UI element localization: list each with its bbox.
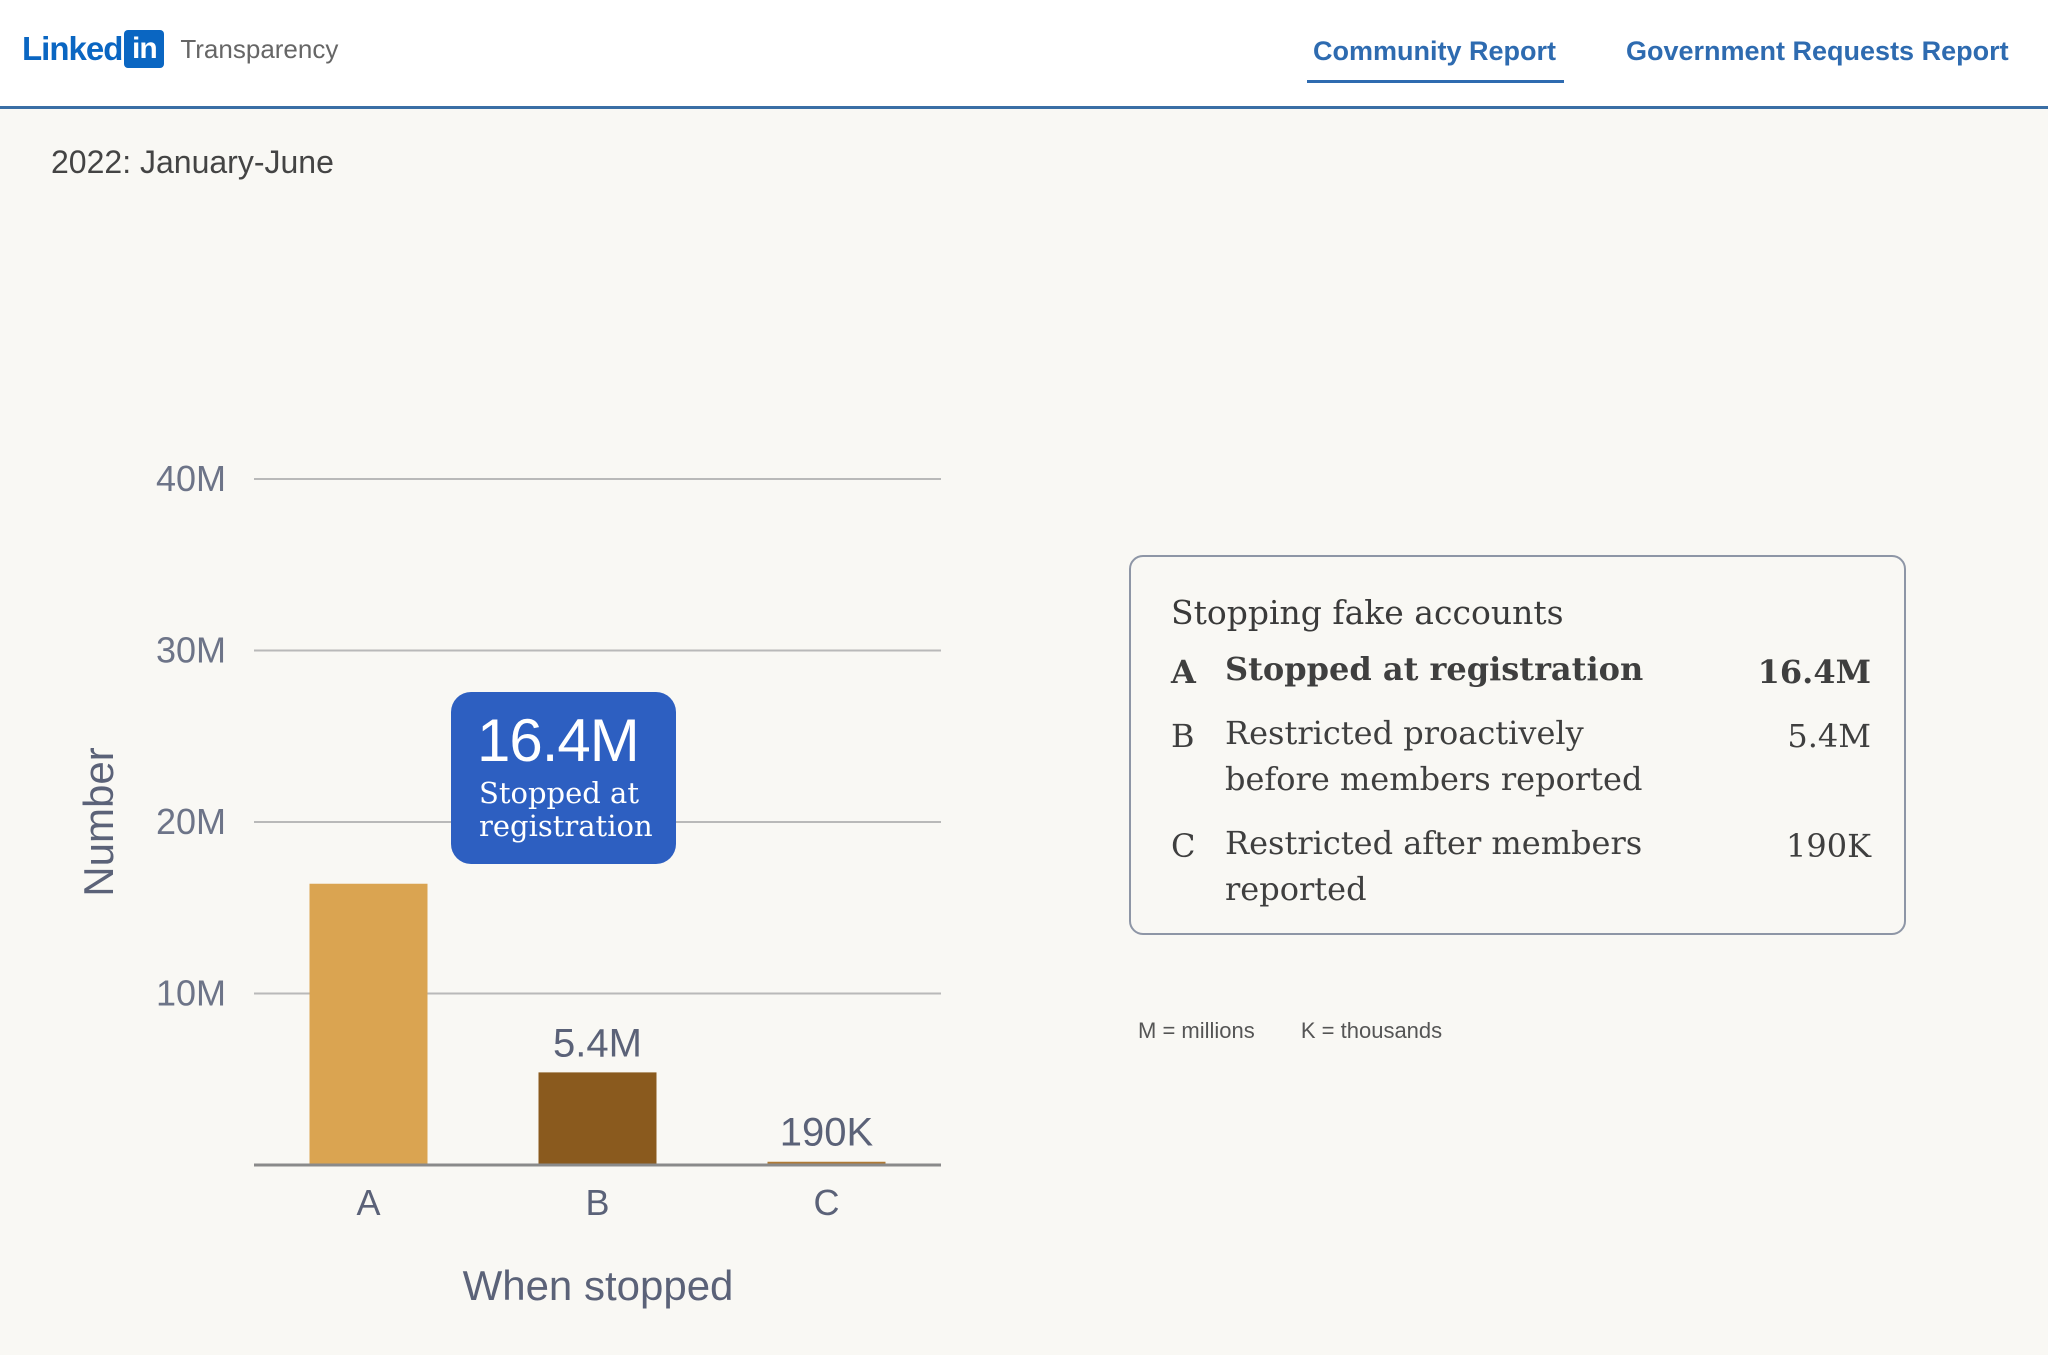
logo-in-box: in (124, 30, 165, 68)
bar (538, 1072, 657, 1165)
legend-label: Restricted after members reported (1225, 824, 1643, 908)
legend-panel: Stopping fake accounts A Stopped at regi… (1129, 555, 1906, 935)
y-axis-label: Number (75, 747, 122, 896)
x-tick-label: A (356, 1182, 380, 1223)
y-tick-label: 40M (156, 458, 226, 499)
x-axis-label: When stopped (463, 1262, 734, 1309)
legend-title: Stopping fake accounts (1171, 593, 1564, 632)
legend-letter: A (1171, 653, 1196, 691)
bar (767, 1161, 886, 1165)
unit-notes: M = millions K = thousands (1138, 1018, 1482, 1044)
note-thousands: K = thousands (1300, 1018, 1443, 1043)
note-millions: M = millions (1138, 1018, 1255, 1043)
legend-letter: C (1171, 827, 1196, 865)
x-tick-label: B (585, 1182, 609, 1223)
legend-value: 16.4M (1757, 653, 1871, 691)
legend-letter: B (1171, 717, 1195, 755)
tooltip-description: Stopped at registration (479, 776, 653, 843)
bar-data-label: 190K (780, 1111, 874, 1155)
tab-government-requests-report[interactable]: Government Requests Report (1626, 36, 2009, 66)
bar-data-label: 5.4M (553, 1021, 642, 1065)
chart-tooltip: 16.4M Stopped at registration (451, 692, 676, 864)
tab-community-report[interactable]: Community Report (1307, 36, 1564, 83)
y-tick-label: 20M (156, 801, 226, 842)
tooltip-value: 16.4M (477, 707, 640, 774)
report-period: 2022: January-June (51, 144, 334, 180)
linkedin-logo[interactable]: Linked in Transparency (22, 30, 338, 68)
legend-value: 190K (1786, 827, 1871, 865)
legend-label: Stopped at registration (1225, 650, 1644, 688)
legend-label: Restricted proactively before members re… (1225, 714, 1643, 798)
y-tick-label: 10M (156, 973, 226, 1014)
bar (309, 883, 428, 1165)
y-tick-label: 30M (156, 630, 226, 671)
logo-wordmark: Linked (22, 30, 123, 67)
logo-transparency-label: Transparency (180, 33, 339, 64)
top-header: Linked in Transparency Community Report … (0, 0, 2048, 109)
legend-value: 5.4M (1787, 717, 1871, 755)
x-tick-label: C (814, 1182, 840, 1223)
